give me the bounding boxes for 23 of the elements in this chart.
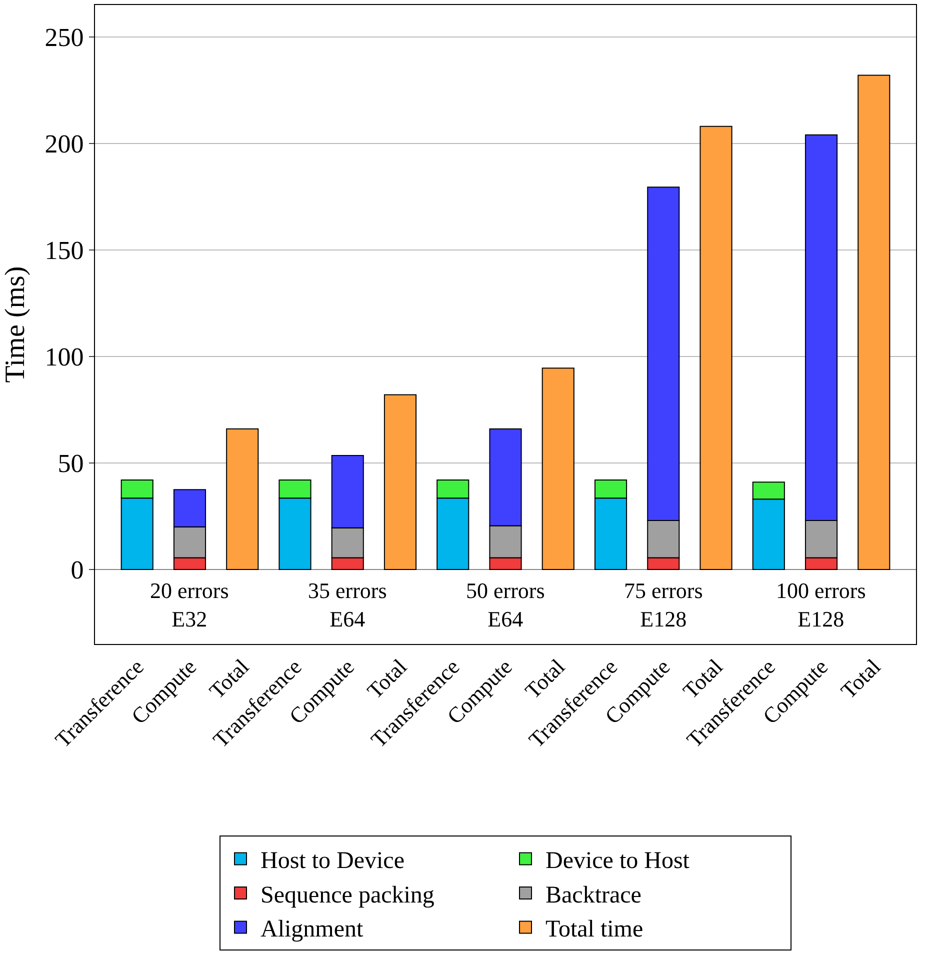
- y-tick-label: 100: [44, 342, 84, 372]
- bar: [858, 74, 890, 570]
- bar: [700, 126, 732, 570]
- annotation: 75 errors E128: [624, 578, 703, 632]
- legend-label: Total time: [546, 916, 644, 943]
- y-tick-label: 150: [44, 236, 84, 266]
- legend-label: Alignment: [260, 916, 364, 943]
- y-tick-label: 0: [70, 556, 84, 585]
- legend-label: Sequence packing: [260, 882, 434, 908]
- y-tick-label: 200: [44, 130, 84, 159]
- annotation: 50 errors E64: [466, 578, 545, 632]
- annotation: 20 errors E32: [150, 578, 229, 632]
- y-tick-label: 50: [58, 449, 84, 478]
- bar: [226, 428, 259, 570]
- legend-label: Backtrace: [546, 882, 642, 908]
- annotation: 35 errors E64: [308, 578, 387, 632]
- legend-label: Device to Host: [546, 848, 690, 874]
- y-tick-label: 250: [44, 23, 84, 52]
- bar: [384, 394, 417, 570]
- legend-label: Host to Device: [260, 848, 404, 874]
- bar: [542, 368, 574, 570]
- y-axis-title: Time (ms): [0, 266, 31, 383]
- annotation: 100 errors E128: [776, 578, 866, 632]
